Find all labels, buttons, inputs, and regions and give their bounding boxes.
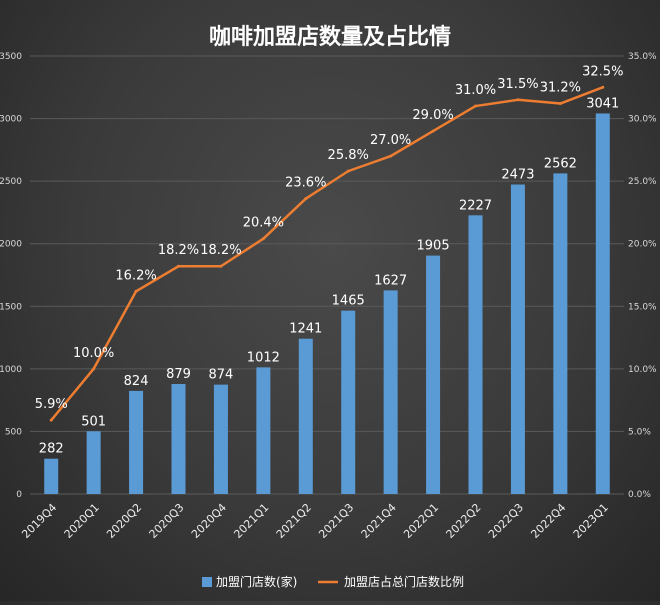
legend-bar-swatch bbox=[202, 577, 212, 587]
line-value-label: 20.4% bbox=[243, 216, 284, 231]
line-value-label: 29.0% bbox=[412, 108, 453, 123]
line-point bbox=[49, 418, 53, 422]
y-right-tick-label: 20.0% bbox=[628, 240, 657, 250]
bar-value-label: 1241 bbox=[289, 322, 322, 337]
bar-value-label: 824 bbox=[124, 374, 149, 389]
line-point bbox=[219, 264, 223, 268]
y-left-tick-label: 3000 bbox=[0, 115, 22, 125]
line-point bbox=[431, 129, 435, 133]
x-tick-label: 2021Q2 bbox=[274, 501, 314, 541]
y-right-tick-label: 10.0% bbox=[628, 365, 657, 375]
x-tick-label: 2022Q1 bbox=[401, 501, 441, 541]
y-left-tick-label: 500 bbox=[5, 427, 22, 437]
line-value-label: 31.0% bbox=[455, 83, 496, 98]
line-value-label: 32.5% bbox=[582, 64, 623, 79]
line-value-label: 31.5% bbox=[497, 77, 538, 92]
x-tick-label: 2022Q2 bbox=[444, 501, 484, 541]
bar-value-label: 879 bbox=[166, 367, 191, 382]
x-tick-label: 2019Q4 bbox=[19, 501, 59, 541]
x-tick-label: 2020Q3 bbox=[147, 501, 187, 541]
bar-value-label: 874 bbox=[209, 368, 234, 383]
line-value-label: 5.9% bbox=[35, 397, 68, 412]
x-tick-label: 2022Q4 bbox=[528, 501, 568, 541]
y-left-tick-label: 2000 bbox=[0, 240, 22, 250]
y-right-tick-label: 25.0% bbox=[628, 177, 657, 187]
line-point bbox=[304, 197, 308, 201]
bar-value-label: 2227 bbox=[459, 198, 492, 213]
line-point bbox=[516, 98, 520, 102]
bar bbox=[213, 384, 228, 494]
bar bbox=[553, 173, 568, 494]
x-tick-label: 2021Q4 bbox=[359, 501, 399, 541]
bar-value-label: 282 bbox=[39, 442, 64, 457]
x-tick-label: 2020Q1 bbox=[62, 501, 102, 541]
bar bbox=[383, 290, 398, 494]
line-point bbox=[389, 154, 393, 158]
line-value-label: 31.2% bbox=[540, 81, 581, 96]
x-tick-label: 2023Q1 bbox=[571, 501, 611, 541]
x-tick-label: 2021Q3 bbox=[316, 501, 356, 541]
y-left-tick-label: 1500 bbox=[0, 302, 22, 312]
line-value-label: 10.0% bbox=[73, 346, 114, 361]
line-point bbox=[346, 169, 350, 173]
bar bbox=[129, 390, 144, 494]
bar bbox=[468, 215, 483, 494]
bar bbox=[426, 255, 441, 494]
bar-value-label: 501 bbox=[81, 414, 106, 429]
bar-value-label: 1465 bbox=[332, 294, 365, 309]
bar-value-label: 1012 bbox=[247, 350, 280, 365]
y-left-tick-label: 2500 bbox=[0, 177, 22, 187]
bar bbox=[86, 431, 101, 494]
bar bbox=[510, 184, 525, 494]
y-left-tick-label: 1000 bbox=[0, 365, 22, 375]
y-right-tick-label: 0.0% bbox=[628, 490, 651, 500]
line-point bbox=[134, 289, 138, 293]
legend: 加盟门店数(家) 加盟店占总门店数比例 bbox=[202, 574, 464, 589]
bar-series: 282 501 824 879 874 1012 1241 1465 1627 1905 2227 2… bbox=[39, 96, 619, 494]
line-series: 5.9%10.0%16.2%18.2% 18.2%20.4%23.6%25.8%2… bbox=[35, 64, 623, 422]
x-tick-label: 2022Q3 bbox=[486, 501, 526, 541]
bar bbox=[595, 113, 610, 494]
line-value-label: 16.2% bbox=[115, 268, 156, 283]
bar-value-label: 2473 bbox=[501, 168, 534, 183]
y-right-tick-label: 30.0% bbox=[628, 115, 657, 125]
bar-value-label: 3041 bbox=[586, 96, 619, 111]
y-left-tick-label: 0 bbox=[16, 490, 22, 500]
y-left-tick-label: 3500 bbox=[0, 52, 22, 62]
bar bbox=[341, 310, 356, 494]
line-point bbox=[601, 85, 605, 89]
y-right-tick-label: 35.0% bbox=[628, 52, 657, 62]
line-point bbox=[474, 104, 477, 108]
x-tick-label: 2020Q4 bbox=[189, 501, 229, 541]
line-value-label: 23.6% bbox=[285, 176, 326, 191]
bar bbox=[44, 458, 59, 494]
line-point bbox=[261, 237, 265, 241]
line-value-label: 18.2% bbox=[158, 243, 199, 258]
bar bbox=[171, 383, 186, 494]
bar-value-label: 1627 bbox=[374, 273, 407, 288]
bar-value-label: 1905 bbox=[417, 239, 450, 254]
legend-line-label: 加盟店占总门店数比例 bbox=[344, 574, 464, 589]
y-right-tick-label: 5.0% bbox=[628, 427, 651, 437]
line-point bbox=[92, 367, 96, 371]
legend-bar-label: 加盟门店数(家) bbox=[216, 574, 297, 589]
line-point bbox=[558, 102, 562, 106]
bar-value-label: 2562 bbox=[544, 156, 577, 171]
line-value-label: 25.8% bbox=[328, 148, 369, 163]
bar bbox=[298, 338, 313, 494]
x-tick-label: 2020Q2 bbox=[104, 501, 144, 541]
line-value-label: 18.2% bbox=[200, 243, 241, 258]
line-path bbox=[50, 86, 604, 421]
chart-title: 咖啡加盟店数量及占比情 bbox=[209, 24, 451, 50]
line-value-label: 27.0% bbox=[370, 133, 411, 148]
line-point bbox=[177, 264, 180, 268]
bar bbox=[256, 367, 271, 494]
y-right-tick-label: 15.0% bbox=[628, 302, 657, 312]
x-tick-label: 2021Q1 bbox=[231, 501, 271, 541]
